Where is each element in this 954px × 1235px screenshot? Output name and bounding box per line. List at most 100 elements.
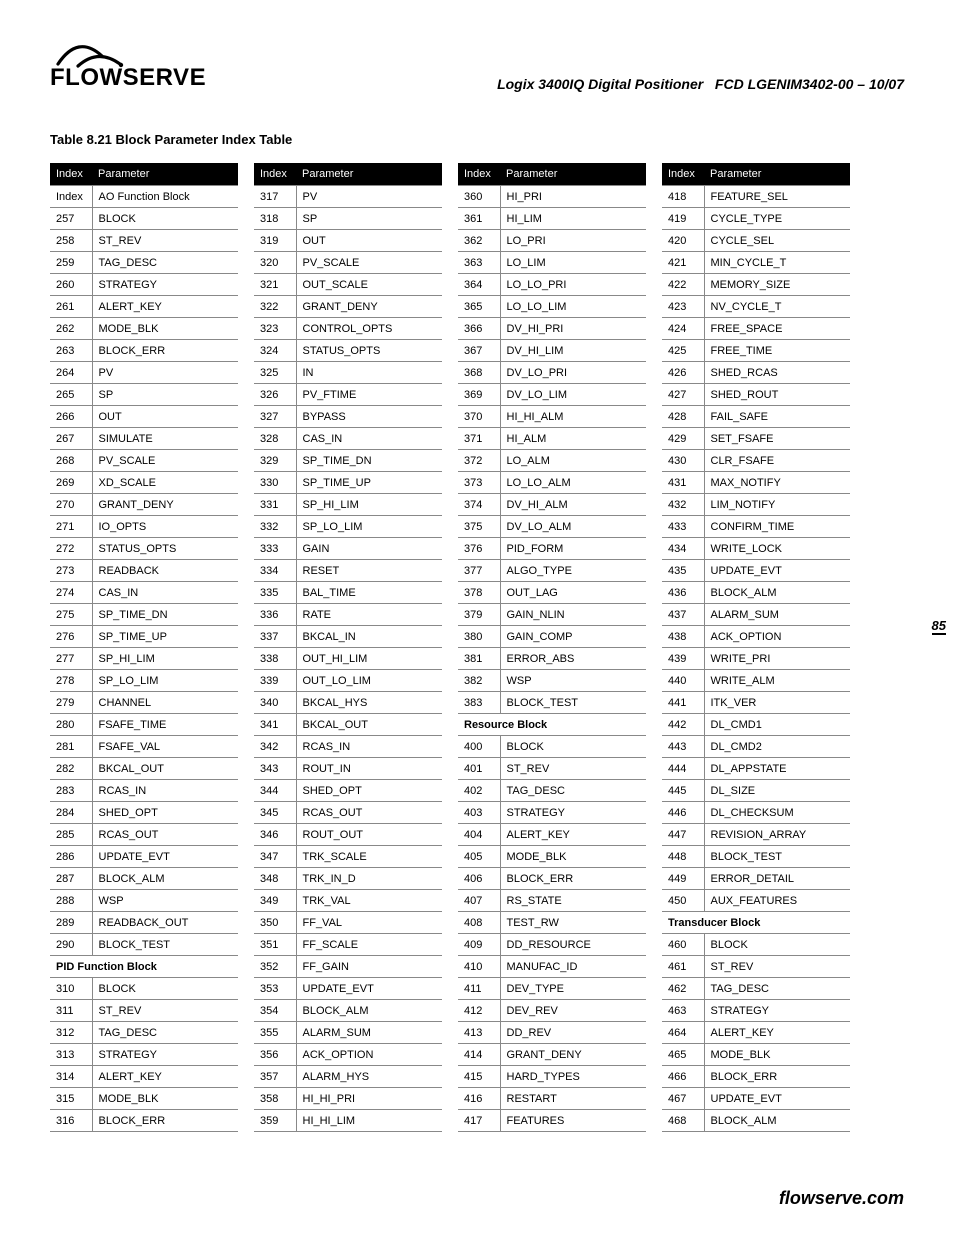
cell-parameter: MODE_BLK (500, 846, 646, 868)
cell-parameter: WRITE_LOCK (704, 538, 850, 560)
cell-index: 401 (458, 758, 500, 780)
table-row: 317PV (254, 186, 442, 208)
table-row: 275SP_TIME_DN (50, 604, 238, 626)
table-row: 364LO_LO_PRI (458, 274, 646, 296)
cell-parameter: BLOCK_ERR (92, 1110, 238, 1132)
cell-parameter: BLOCK (500, 736, 646, 758)
cell-index: 258 (50, 230, 92, 252)
cell-parameter: BLOCK_TEST (500, 692, 646, 714)
cell-parameter: OUT_LO_LIM (296, 670, 442, 692)
cell-index: 278 (50, 670, 92, 692)
table-row: 319OUT (254, 230, 442, 252)
cell-index: 272 (50, 538, 92, 560)
cell-index: 354 (254, 1000, 296, 1022)
table-row: 338OUT_HI_LIM (254, 648, 442, 670)
cell-parameter: ALGO_TYPE (500, 560, 646, 582)
cell-index: 311 (50, 1000, 92, 1022)
cell-index: 320 (254, 252, 296, 274)
table-row: 359HI_HI_LIM (254, 1110, 442, 1132)
table-row: 266OUT (50, 406, 238, 428)
cell-parameter: ALARM_SUM (704, 604, 850, 626)
col-header-parameter: Parameter (92, 163, 238, 186)
cell-parameter: GRANT_DENY (92, 494, 238, 516)
cell-parameter: MANUFAC_ID (500, 956, 646, 978)
cell-parameter: DL_APPSTATE (704, 758, 850, 780)
cell-index: 288 (50, 890, 92, 912)
cell-index: 440 (662, 670, 704, 692)
table-row: 278SP_LO_LIM (50, 670, 238, 692)
cell-index: 358 (254, 1088, 296, 1110)
cell-index: 366 (458, 318, 500, 340)
table-row: 416RESTART (458, 1088, 646, 1110)
cell-index: 423 (662, 296, 704, 318)
cell-index: 442 (662, 714, 704, 736)
page: FLOWSERVE Logix 3400IQ Digital Positione… (0, 0, 954, 1235)
table-row: 444DL_APPSTATE (662, 758, 850, 780)
cell-index: 316 (50, 1110, 92, 1132)
table-row: 420CYCLE_SEL (662, 230, 850, 252)
table-row: 426SHED_RCAS (662, 362, 850, 384)
cell-index: 262 (50, 318, 92, 340)
cell-parameter: ERROR_DETAIL (704, 868, 850, 890)
table-row: 318SP (254, 208, 442, 230)
col-header-index: Index (458, 163, 500, 186)
page-number: 85 (932, 618, 946, 635)
cell-parameter: BAL_TIME (296, 582, 442, 604)
cell-index: 438 (662, 626, 704, 648)
table-row: 467UPDATE_EVT (662, 1088, 850, 1110)
table-row: 468BLOCK_ALM (662, 1110, 850, 1132)
cell-index: 382 (458, 670, 500, 692)
cell-index: 317 (254, 186, 296, 208)
cell-parameter: BLOCK (92, 208, 238, 230)
col-header-parameter: Parameter (704, 163, 850, 186)
table-row: 460BLOCK (662, 934, 850, 956)
cell-index: 276 (50, 626, 92, 648)
table-row: 439WRITE_PRI (662, 648, 850, 670)
cell-parameter: LIM_NOTIFY (704, 494, 850, 516)
cell-parameter: ALARM_SUM (296, 1022, 442, 1044)
cell-index: 415 (458, 1066, 500, 1088)
table-row: 411DEV_TYPE (458, 978, 646, 1000)
cell-index: 445 (662, 780, 704, 802)
cell-index: 337 (254, 626, 296, 648)
cell-index: 408 (458, 912, 500, 934)
cell-index: 266 (50, 406, 92, 428)
cell-index: Index (50, 186, 92, 208)
cell-parameter: GRANT_DENY (500, 1044, 646, 1066)
cell-parameter: BLOCK_ERR (500, 868, 646, 890)
cell-index: 428 (662, 406, 704, 428)
table-row: 441ITK_VER (662, 692, 850, 714)
table-row: 464ALERT_KEY (662, 1022, 850, 1044)
cell-parameter: READBACK (92, 560, 238, 582)
cell-index: 318 (254, 208, 296, 230)
cell-index: 261 (50, 296, 92, 318)
cell-index: 402 (458, 780, 500, 802)
cell-parameter: BLOCK (92, 978, 238, 1000)
cell-parameter: MIN_CYCLE_T (704, 252, 850, 274)
cell-index: 289 (50, 912, 92, 934)
cell-parameter: HARD_TYPES (500, 1066, 646, 1088)
table-row: 329SP_TIME_DN (254, 450, 442, 472)
cell-parameter: PID_FORM (500, 538, 646, 560)
table-row: 379GAIN_NLIN (458, 604, 646, 626)
cell-index: 339 (254, 670, 296, 692)
cell-parameter: FSAFE_TIME (92, 714, 238, 736)
table-row: 321OUT_SCALE (254, 274, 442, 296)
cell-index: 341 (254, 714, 296, 736)
table-row: 381ERROR_ABS (458, 648, 646, 670)
cell-parameter: OUT_SCALE (296, 274, 442, 296)
cell-index: 274 (50, 582, 92, 604)
table-row: 268PV_SCALE (50, 450, 238, 472)
cell-parameter: AO Function Block (92, 186, 238, 208)
cell-parameter: SHED_RCAS (704, 362, 850, 384)
table-row: 273READBACK (50, 560, 238, 582)
page-header: FLOWSERVE Logix 3400IQ Digital Positione… (50, 40, 904, 92)
cell-parameter: UPDATE_EVT (92, 846, 238, 868)
cell-index: 325 (254, 362, 296, 384)
cell-index: 312 (50, 1022, 92, 1044)
table-row: 352FF_GAIN (254, 956, 442, 978)
cell-parameter: HI_HI_LIM (296, 1110, 442, 1132)
cell-index: 427 (662, 384, 704, 406)
cell-parameter: STATUS_OPTS (296, 340, 442, 362)
table-row: 357ALARM_HYS (254, 1066, 442, 1088)
